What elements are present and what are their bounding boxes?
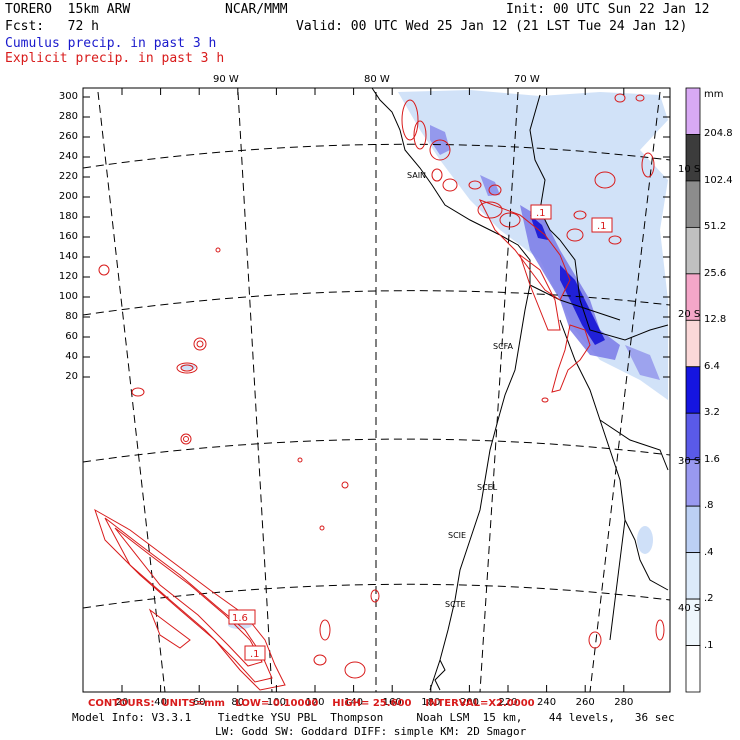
x-tick-label: 260 — [575, 697, 595, 708]
colorbar-level-label: 25.6 — [704, 267, 727, 279]
contour-label: .1 — [250, 649, 260, 660]
contour-label: .1 — [536, 208, 546, 219]
y-tick-label: 280 — [58, 111, 78, 122]
contour-label: 1.6 — [232, 613, 248, 624]
lat-label-20s: 20 S — [678, 309, 701, 320]
contour-labels: .1 .1 1.6 .1 — [228, 204, 613, 661]
colorbar-swatch — [685, 412, 701, 461]
station-scel: SCEL — [477, 483, 498, 492]
contours-info: CONTOURS: UNITS=mm LOW= 0.10000 HIGH= 25… — [88, 698, 535, 709]
colorbar-level-label: 6.4 — [704, 360, 720, 372]
station-scte: SCTE — [445, 600, 466, 609]
colorbar-level-label: 102.4 — [704, 174, 733, 186]
coastline — [371, 88, 669, 691]
colorbar-swatch — [685, 505, 701, 554]
x-tick-label: 100 — [266, 697, 286, 708]
x-tick-label: 200 — [459, 697, 479, 708]
y-tick-label: 80 — [65, 311, 78, 322]
colorbar-level-label: 3.2 — [704, 407, 720, 419]
offshore-shading — [180, 364, 653, 629]
x-tick-label: 120 — [305, 697, 325, 708]
station-labels: SAIN SCFA SCEL SCIE SCTE — [407, 171, 514, 609]
x-tick-label: 20 — [115, 697, 129, 708]
lon-label-80w: 80 W — [364, 74, 390, 85]
x-tick-label: 60 — [192, 697, 206, 708]
colorbar-level-label: .1 — [704, 639, 714, 651]
colorbar-level-label: 12.8 — [704, 314, 727, 326]
y-tick-label: 260 — [58, 131, 78, 142]
colorbar-swatch — [685, 180, 701, 228]
y-tick-label: 220 — [58, 171, 78, 182]
colorbar-swatch — [685, 645, 701, 693]
x-tick-label: 140 — [344, 697, 364, 708]
colorbar — [685, 87, 701, 693]
station-sain: SAIN — [407, 171, 426, 180]
y-tick-label: 180 — [58, 211, 78, 222]
lat-label-10s: 10 S — [678, 164, 701, 175]
field-explicit-label: Explicit precip. in past 3 h — [5, 51, 225, 66]
colorbar-level-label: 51.2 — [704, 221, 727, 233]
init-time: Init: 00 UTC Sun 22 Jan 12 — [506, 2, 710, 17]
colorbar-level-label: .4 — [704, 546, 714, 558]
x-tick-label: 240 — [537, 697, 557, 708]
lon-label-90w: 90 W — [213, 74, 239, 85]
field-cumulus-label: Cumulus precip. in past 3 h — [5, 36, 217, 51]
model-name: TORERO 15km ARW — [5, 2, 131, 17]
y-tick-label: 140 — [58, 251, 78, 262]
x-tick-label: 160 — [382, 697, 402, 708]
colorbar-swatch — [685, 552, 701, 600]
model-info: Model Info: V3.3.1 Tiedtke YSU PBL Thomp… — [72, 711, 675, 724]
valid-time: Valid: 00 UTC Wed 25 Jan 12 (21 LST Tue … — [296, 19, 688, 34]
center-name: NCAR/MMM — [225, 2, 288, 17]
colorbar-swatch — [685, 366, 701, 414]
colorbar-level-label: 204.8 — [704, 128, 733, 140]
forecast-hour: Fcst: 72 h — [5, 19, 99, 34]
x-tick-label: 40 — [154, 697, 167, 708]
station-scfa: SCFA — [493, 342, 514, 351]
colorbar-level-label: 1.6 — [704, 453, 720, 465]
y-tick-label: 200 — [58, 191, 78, 202]
colorbar-unit: mm — [704, 89, 724, 100]
colorbar-swatch — [685, 87, 701, 135]
colorbar-swatch — [685, 319, 701, 368]
y-tick-label: 300 — [58, 91, 78, 102]
y-tick-label: 20 — [65, 371, 78, 382]
plot-frame — [82, 87, 671, 693]
x-tick-label: 220 — [498, 697, 518, 708]
y-tick-label: 60 — [65, 331, 78, 342]
colorbar-level-label: .8 — [704, 500, 714, 512]
contour-label: .1 — [597, 221, 607, 232]
lat-label-30s: 30 S — [678, 456, 701, 467]
colorbar-level-label: .2 — [704, 593, 714, 605]
x-tick-label: 80 — [231, 697, 245, 708]
y-tick-label: 120 — [58, 271, 78, 282]
physics-info: LW: Godd SW: Goddard DIFF: simple KM: 2D… — [215, 725, 527, 738]
lat-label-40s: 40 S — [678, 603, 701, 614]
lon-label-70w: 70 W — [514, 74, 540, 85]
y-tick-label: 100 — [58, 291, 78, 302]
colorbar-swatch — [685, 226, 701, 275]
x-tick-label: 180 — [421, 697, 441, 708]
y-tick-label: 160 — [58, 231, 78, 242]
y-tick-label: 240 — [58, 151, 78, 162]
explicit-contours — [94, 93, 665, 691]
y-tick-label: 40 — [65, 351, 78, 362]
x-tick-label: 280 — [614, 697, 634, 708]
station-scie: SCIE — [448, 531, 466, 540]
